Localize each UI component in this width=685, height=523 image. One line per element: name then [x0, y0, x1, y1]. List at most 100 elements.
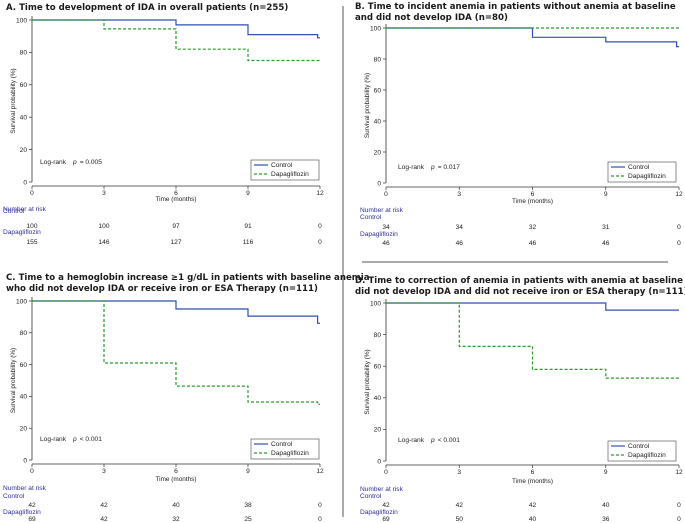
legend-label: Control [271, 441, 293, 448]
x-tick-label: 0 [30, 190, 34, 197]
km-panel-c: C. Time to a hemoglobin increase ≥1 g/dL… [3, 273, 370, 523]
risk-count: 69 [28, 516, 36, 523]
series-line-control [32, 19, 320, 39]
risk-row-label: Control [3, 208, 25, 215]
risk-count: 25 [244, 516, 252, 523]
risk-count: 40 [602, 502, 610, 509]
logrank-label: Log-rank [398, 437, 425, 444]
x-tick-label: 3 [102, 468, 106, 475]
km-panel-b: B. Time to incident anemia in patients w… [355, 2, 683, 247]
y-axis-label: Survival probability (%) [10, 68, 17, 133]
y-tick-label: 100 [16, 17, 27, 24]
risk-row-label: Control [360, 214, 382, 221]
y-tick-label: 0 [377, 458, 381, 465]
risk-count: 46 [456, 240, 464, 247]
x-tick-label: 0 [384, 469, 388, 476]
km-panel-d: D. Time to correction of anemia in patie… [355, 276, 685, 523]
p-value: = 0.005 [80, 159, 103, 166]
panel-title-line: B. Time to incident anemia in patients w… [355, 2, 676, 12]
x-axis-label: Time (months) [156, 196, 197, 203]
x-tick-label: 6 [531, 469, 535, 476]
p-symbol: p [72, 436, 77, 443]
y-tick-label: 40 [20, 115, 28, 122]
y-tick-label: 0 [23, 179, 27, 186]
risk-count: 127 [170, 239, 181, 246]
x-tick-label: 3 [457, 469, 461, 476]
risk-count: 46 [382, 240, 390, 247]
x-tick-label: 9 [604, 469, 608, 476]
legend-label: Dapagliflozin [271, 171, 309, 178]
panel-title-line: who did not develop IDA or receive iron … [6, 284, 318, 294]
p-symbol: p [72, 159, 77, 166]
risk-row-label: Dapagliflozin [3, 229, 41, 236]
x-tick-label: 12 [675, 191, 683, 198]
risk-count: 0 [677, 502, 681, 509]
logrank-label: Log-rank [40, 159, 67, 166]
y-tick-label: 40 [374, 395, 382, 402]
risk-row-label: Dapagliflozin [3, 509, 41, 516]
y-tick-label: 60 [20, 82, 28, 89]
p-value: < 0.001 [438, 437, 461, 444]
x-tick-label: 6 [174, 468, 178, 475]
logrank-label: Log-rank [40, 436, 67, 443]
risk-row-label: Control [3, 493, 25, 500]
y-tick-label: 20 [374, 427, 382, 434]
risk-count: 42 [382, 502, 390, 509]
risk-count: 100 [26, 223, 37, 230]
y-tick-label: 20 [20, 147, 28, 154]
panel-title-line: C. Time to a hemoglobin increase ≥1 g/dL… [6, 273, 370, 283]
y-tick-label: 80 [20, 330, 28, 337]
y-axis-label: Survival probability (%) [10, 348, 17, 413]
risk-count: 50 [456, 516, 464, 523]
p-value: = 0.017 [438, 164, 461, 171]
x-tick-label: 9 [246, 468, 250, 475]
risk-table-header: Number at risk [360, 207, 404, 214]
x-tick-label: 9 [246, 190, 250, 197]
x-tick-label: 12 [316, 468, 324, 475]
panel-title-line: did not develop IDA and did not receive … [355, 287, 685, 297]
p-value: < 0.001 [80, 436, 103, 443]
risk-count: 116 [243, 239, 254, 246]
x-tick-label: 3 [102, 190, 106, 197]
logrank-annotation: Log-rank p = 0.005 [40, 159, 102, 166]
x-tick-label: 9 [604, 191, 608, 198]
risk-count: 32 [172, 516, 180, 523]
risk-count: 42 [28, 502, 36, 509]
risk-count: 0 [318, 223, 322, 230]
risk-table-header: Number at risk [3, 485, 47, 492]
y-tick-label: 100 [370, 300, 381, 307]
risk-count: 91 [244, 223, 252, 230]
y-tick-label: 60 [20, 362, 28, 369]
risk-count: 155 [26, 239, 37, 246]
risk-count: 38 [244, 502, 252, 509]
y-tick-label: 40 [374, 118, 382, 125]
series-line-control [32, 300, 320, 324]
risk-count: 46 [602, 240, 610, 247]
x-tick-label: 0 [384, 191, 388, 198]
y-tick-label: 100 [370, 25, 381, 32]
risk-count: 0 [318, 239, 322, 246]
series-line-dapagliflozin [32, 300, 320, 405]
risk-count: 40 [172, 502, 180, 509]
y-tick-label: 80 [374, 332, 382, 339]
risk-count: 42 [100, 516, 108, 523]
risk-count: 32 [529, 224, 537, 231]
risk-count: 42 [529, 502, 537, 509]
risk-count: 97 [172, 223, 180, 230]
logrank-annotation: Log-rank p < 0.001 [398, 437, 460, 444]
risk-count: 0 [677, 224, 681, 231]
logrank-label: Log-rank [398, 164, 425, 171]
y-tick-label: 20 [374, 149, 382, 156]
legend-label: Control [628, 443, 650, 450]
series-line-control [386, 27, 679, 48]
x-tick-label: 12 [675, 469, 683, 476]
risk-count: 40 [529, 516, 537, 523]
risk-count: 46 [529, 240, 537, 247]
y-tick-label: 80 [374, 56, 382, 63]
x-tick-label: 0 [30, 468, 34, 475]
risk-count: 42 [100, 502, 108, 509]
x-tick-label: 6 [531, 191, 535, 198]
logrank-annotation: Log-rank p = 0.017 [398, 164, 460, 171]
x-tick-label: 6 [174, 190, 178, 197]
